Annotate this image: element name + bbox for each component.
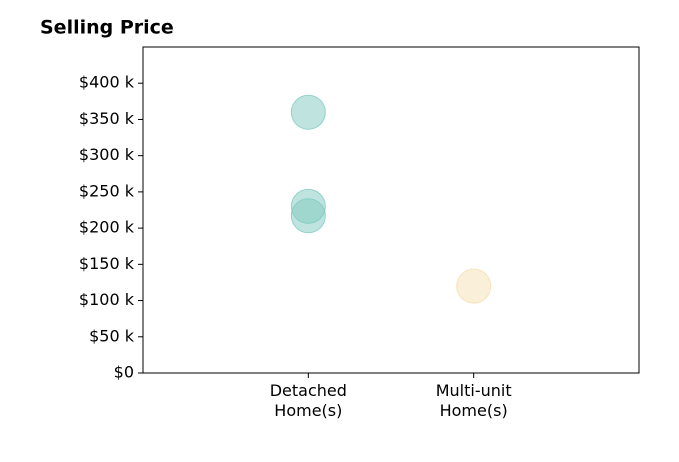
y-tick-label: $150 k: [79, 254, 135, 273]
y-tick-label: $350 k: [79, 109, 135, 128]
y-tick-label: $200 k: [79, 218, 135, 237]
y-tick-label: $300 k: [79, 145, 135, 164]
x-tick-label: Detached Home(s): [269, 381, 347, 420]
x-tick-label: Multi-unit Home(s): [435, 381, 512, 420]
point: [290, 94, 326, 130]
y-tick-label: $100 k: [79, 290, 135, 309]
y-tick-label: $400 k: [79, 73, 135, 92]
y-tick-label: $250 k: [79, 181, 135, 200]
y-tick-label: $0: [114, 363, 134, 382]
point: [456, 268, 492, 304]
y-tick-label: $50 k: [89, 326, 135, 345]
chart-title: Selling Price: [40, 17, 174, 39]
plot-frame: [142, 46, 640, 374]
point: [290, 198, 326, 234]
